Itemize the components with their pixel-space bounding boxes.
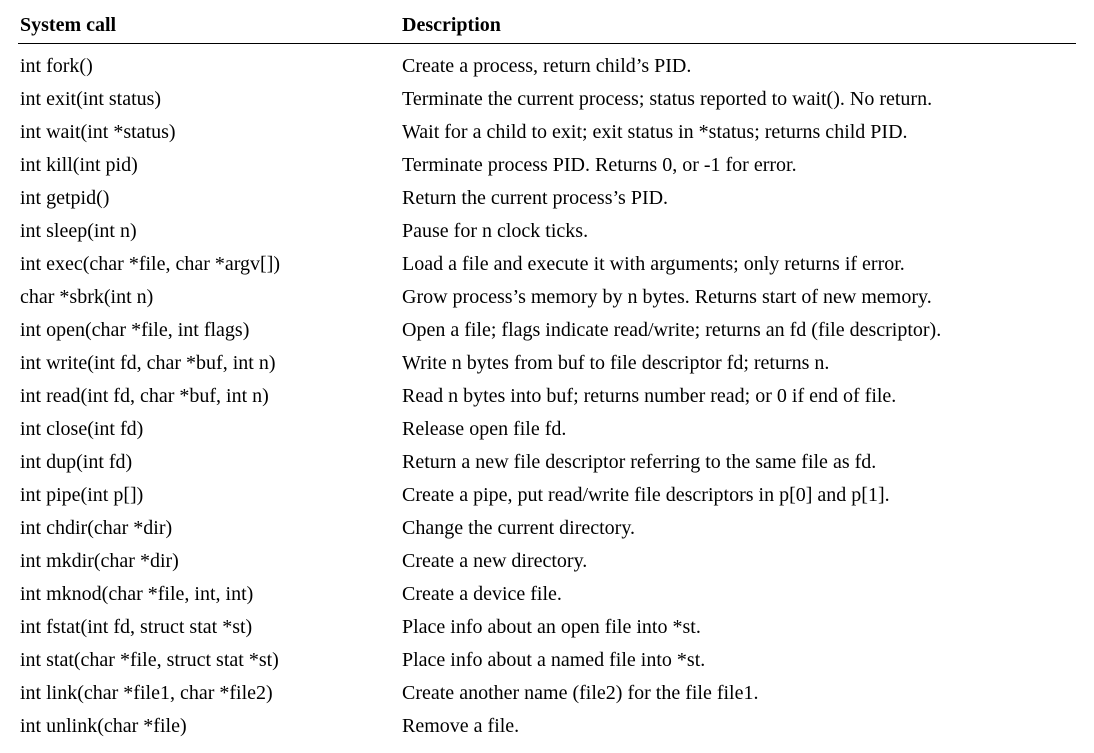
table-row: int link(char *file1, char *file2)Create… xyxy=(18,677,1076,710)
table-row: int open(char *file, int flags)Open a fi… xyxy=(18,314,1076,347)
cell-syscall: int stat(char *file, struct stat *st) xyxy=(18,644,400,677)
cell-syscall: int mknod(char *file, int, int) xyxy=(18,578,400,611)
table-row: int mknod(char *file, int, int)Create a … xyxy=(18,578,1076,611)
cell-syscall: int getpid() xyxy=(18,182,400,215)
cell-desc: Remove a file. xyxy=(400,710,1076,743)
cell-desc: Create another name (file2) for the file… xyxy=(400,677,1076,710)
table-row: int stat(char *file, struct stat *st)Pla… xyxy=(18,644,1076,677)
cell-desc: Wait for a child to exit; exit status in… xyxy=(400,116,1076,149)
table-row: int dup(int fd)Return a new file descrip… xyxy=(18,446,1076,479)
table-row: int fstat(int fd, struct stat *st)Place … xyxy=(18,611,1076,644)
cell-syscall: int dup(int fd) xyxy=(18,446,400,479)
table-row: int pipe(int p[])Create a pipe, put read… xyxy=(18,479,1076,512)
cell-syscall: int sleep(int n) xyxy=(18,215,400,248)
cell-syscall: int write(int fd, char *buf, int n) xyxy=(18,347,400,380)
table-row: int sleep(int n)Pause for n clock ticks. xyxy=(18,215,1076,248)
table-row: int exit(int status)Terminate the curren… xyxy=(18,83,1076,116)
cell-syscall: int fstat(int fd, struct stat *st) xyxy=(18,611,400,644)
cell-desc: Create a pipe, put read/write file descr… xyxy=(400,479,1076,512)
cell-desc: Return a new file descriptor referring t… xyxy=(400,446,1076,479)
table-row: int chdir(char *dir)Change the current d… xyxy=(18,512,1076,545)
cell-desc: Terminate the current process; status re… xyxy=(400,83,1076,116)
cell-syscall: int chdir(char *dir) xyxy=(18,512,400,545)
table-row: int read(int fd, char *buf, int n)Read n… xyxy=(18,380,1076,413)
cell-desc: Write n bytes from buf to file descripto… xyxy=(400,347,1076,380)
cell-syscall: int exit(int status) xyxy=(18,83,400,116)
cell-desc: Place info about a named file into *st. xyxy=(400,644,1076,677)
cell-syscall: int exec(char *file, char *argv[]) xyxy=(18,248,400,281)
cell-syscall: int link(char *file1, char *file2) xyxy=(18,677,400,710)
table-body: int fork()Create a process, return child… xyxy=(18,44,1076,744)
cell-desc: Load a file and execute it with argument… xyxy=(400,248,1076,281)
table-row: int unlink(char *file)Remove a file. xyxy=(18,710,1076,743)
cell-syscall: int wait(int *status) xyxy=(18,116,400,149)
table-row: int mkdir(char *dir)Create a new directo… xyxy=(18,545,1076,578)
cell-desc: Place info about an open file into *st. xyxy=(400,611,1076,644)
cell-syscall: int mkdir(char *dir) xyxy=(18,545,400,578)
table-row: int wait(int *status)Wait for a child to… xyxy=(18,116,1076,149)
header-syscall: System call xyxy=(18,10,400,44)
cell-desc: Grow process’s memory by n bytes. Return… xyxy=(400,281,1076,314)
table-row: char *sbrk(int n)Grow process’s memory b… xyxy=(18,281,1076,314)
cell-syscall: int read(int fd, char *buf, int n) xyxy=(18,380,400,413)
cell-desc: Pause for n clock ticks. xyxy=(400,215,1076,248)
cell-syscall: int pipe(int p[]) xyxy=(18,479,400,512)
cell-desc: Terminate process PID. Returns 0, or -1 … xyxy=(400,149,1076,182)
table-row: int write(int fd, char *buf, int n)Write… xyxy=(18,347,1076,380)
table-row: int kill(int pid)Terminate process PID. … xyxy=(18,149,1076,182)
cell-syscall: int open(char *file, int flags) xyxy=(18,314,400,347)
cell-syscall: int kill(int pid) xyxy=(18,149,400,182)
cell-desc: Read n bytes into buf; returns number re… xyxy=(400,380,1076,413)
table-row: int close(int fd)Release open file fd. xyxy=(18,413,1076,446)
cell-desc: Open a file; flags indicate read/write; … xyxy=(400,314,1076,347)
cell-syscall: int fork() xyxy=(18,44,400,84)
cell-syscall: int close(int fd) xyxy=(18,413,400,446)
table-row: int exec(char *file, char *argv[])Load a… xyxy=(18,248,1076,281)
table-row: int getpid()Return the current process’s… xyxy=(18,182,1076,215)
cell-desc: Return the current process’s PID. xyxy=(400,182,1076,215)
cell-desc: Create a new directory. xyxy=(400,545,1076,578)
cell-desc: Change the current directory. xyxy=(400,512,1076,545)
cell-desc: Create a device file. xyxy=(400,578,1076,611)
cell-desc: Release open file fd. xyxy=(400,413,1076,446)
cell-desc: Create a process, return child’s PID. xyxy=(400,44,1076,84)
cell-syscall: int unlink(char *file) xyxy=(18,710,400,743)
table-row: int fork()Create a process, return child… xyxy=(18,44,1076,84)
syscall-table: System call Description int fork()Create… xyxy=(18,10,1076,743)
table-header-row: System call Description xyxy=(18,10,1076,44)
cell-syscall: char *sbrk(int n) xyxy=(18,281,400,314)
header-description: Description xyxy=(400,10,1076,44)
